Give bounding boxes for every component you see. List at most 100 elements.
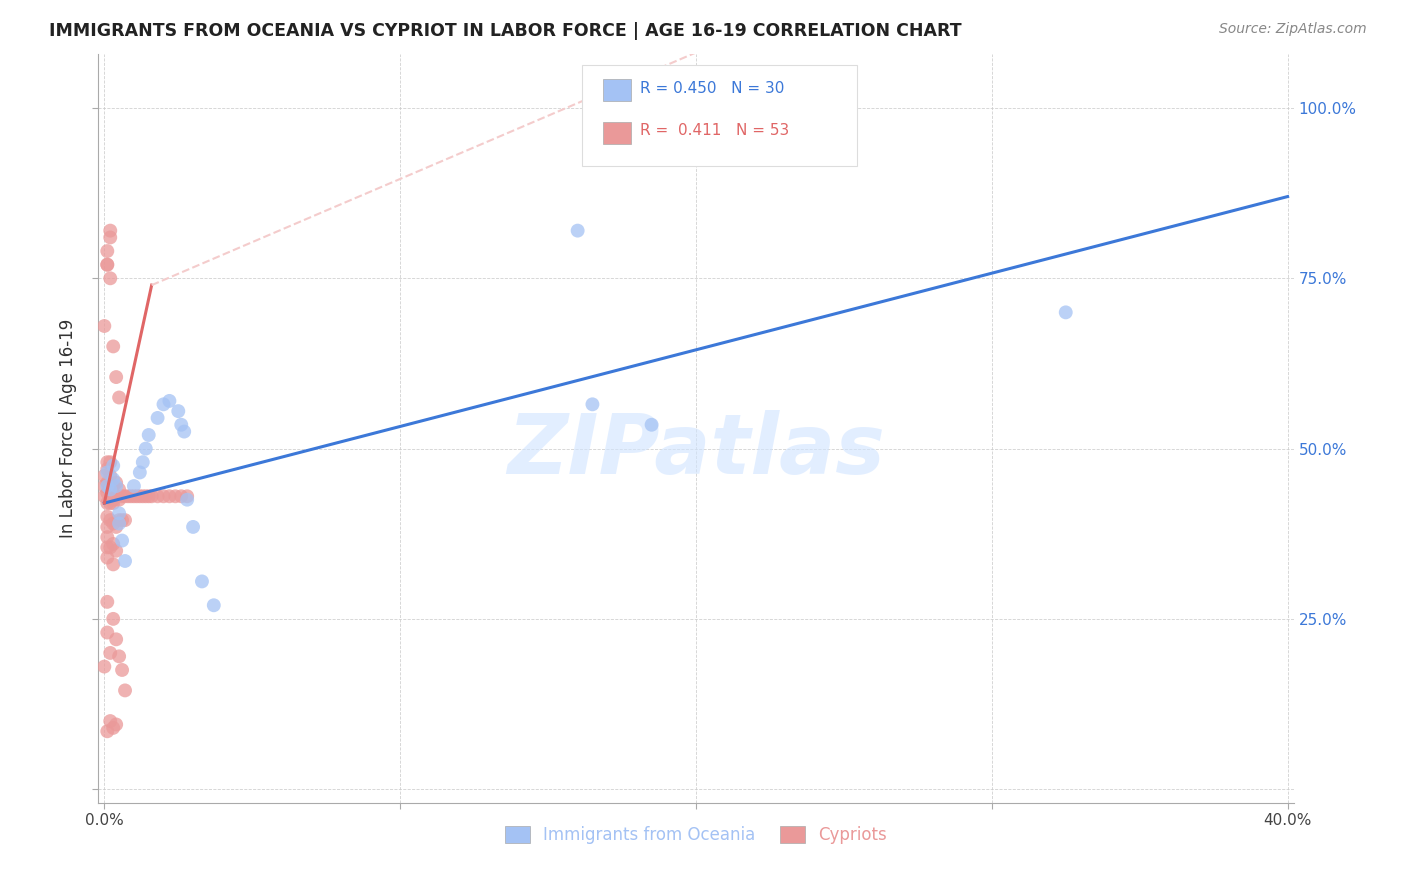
Point (157, 393, 180, 408)
Point (1054, 305, 1077, 319)
Point (98, 646, 121, 660)
Point (103, 458, 125, 473)
Point (132, 455, 155, 469)
Point (98, 230, 121, 244)
Point (108, 492, 131, 507)
Point (181, 520, 204, 534)
FancyBboxPatch shape (603, 121, 631, 145)
Point (96, 455, 118, 469)
Point (105, 489, 128, 503)
Point (103, 479, 125, 493)
Point (125, 489, 148, 503)
Point (103, 339, 125, 353)
Point (111, 513, 134, 527)
Point (152, 397, 174, 411)
Point (567, 224, 589, 238)
Point (111, 489, 134, 503)
Point (98, 455, 121, 469)
Point (96, 496, 118, 510)
Point (640, 417, 662, 432)
Point (103, 537, 125, 551)
Point (165, 489, 187, 503)
Point (105, 717, 128, 731)
Point (98, 224, 121, 238)
Point (191, 574, 214, 589)
Point (122, 479, 145, 493)
Point (202, 599, 225, 613)
Point (96, 466, 118, 480)
Point (105, 475, 128, 490)
Point (93, 479, 115, 493)
Point (103, 472, 125, 486)
Point (98, 496, 121, 510)
Point (96, 530, 118, 544)
Point (146, 489, 169, 503)
Point (96, 550, 118, 565)
Text: IMMIGRANTS FROM OCEANIA VS CYPRIOT IN LABOR FORCE | AGE 16-19 CORRELATION CHART: IMMIGRANTS FROM OCEANIA VS CYPRIOT IN LA… (49, 22, 962, 40)
Point (108, 483, 131, 497)
Point (141, 489, 163, 503)
Point (170, 417, 193, 432)
Text: Source: ZipAtlas.com: Source: ZipAtlas.com (1219, 22, 1367, 37)
Point (108, 649, 131, 664)
Point (105, 543, 128, 558)
Point (138, 489, 160, 503)
Point (108, 513, 131, 527)
Point (157, 489, 180, 503)
Text: ZIPatlas: ZIPatlas (508, 410, 884, 491)
Point (96, 258, 118, 272)
Point (128, 466, 150, 480)
Legend: Immigrants from Oceania, Cypriots: Immigrants from Oceania, Cypriots (498, 819, 894, 851)
Point (96, 509, 118, 524)
Point (103, 516, 125, 531)
Point (103, 496, 125, 510)
FancyBboxPatch shape (582, 65, 858, 166)
Point (146, 411, 169, 425)
Point (105, 479, 128, 493)
Point (96, 462, 118, 476)
Point (96, 244, 118, 258)
Point (114, 683, 136, 698)
Point (135, 442, 157, 456)
Point (96, 625, 118, 640)
Point (108, 391, 131, 405)
Point (105, 520, 128, 534)
Point (132, 489, 155, 503)
Point (114, 489, 136, 503)
Point (120, 489, 142, 503)
Point (103, 721, 125, 735)
Point (103, 612, 125, 626)
Point (98, 483, 121, 497)
Point (93, 489, 115, 503)
Point (581, 397, 603, 411)
Point (93, 659, 115, 673)
Point (98, 271, 121, 285)
Point (128, 489, 150, 503)
Point (93, 318, 115, 333)
Point (114, 554, 136, 568)
Point (93, 468, 115, 483)
Point (96, 475, 118, 490)
Y-axis label: In Labor Force | Age 16-19: In Labor Force | Age 16-19 (59, 318, 77, 538)
Point (98, 714, 121, 728)
Point (669, 128, 692, 143)
Point (173, 425, 195, 439)
Point (98, 468, 121, 483)
Point (176, 489, 198, 503)
Point (117, 489, 139, 503)
Point (122, 489, 145, 503)
Point (108, 516, 131, 531)
Point (96, 486, 118, 500)
Point (96, 595, 118, 609)
Point (103, 492, 125, 507)
Point (105, 370, 128, 384)
Point (96, 541, 118, 555)
Point (138, 428, 160, 442)
Point (96, 724, 118, 739)
Point (96, 258, 118, 272)
Point (114, 513, 136, 527)
Point (108, 506, 131, 520)
Point (98, 483, 121, 497)
Point (96, 520, 118, 534)
Point (167, 404, 190, 418)
